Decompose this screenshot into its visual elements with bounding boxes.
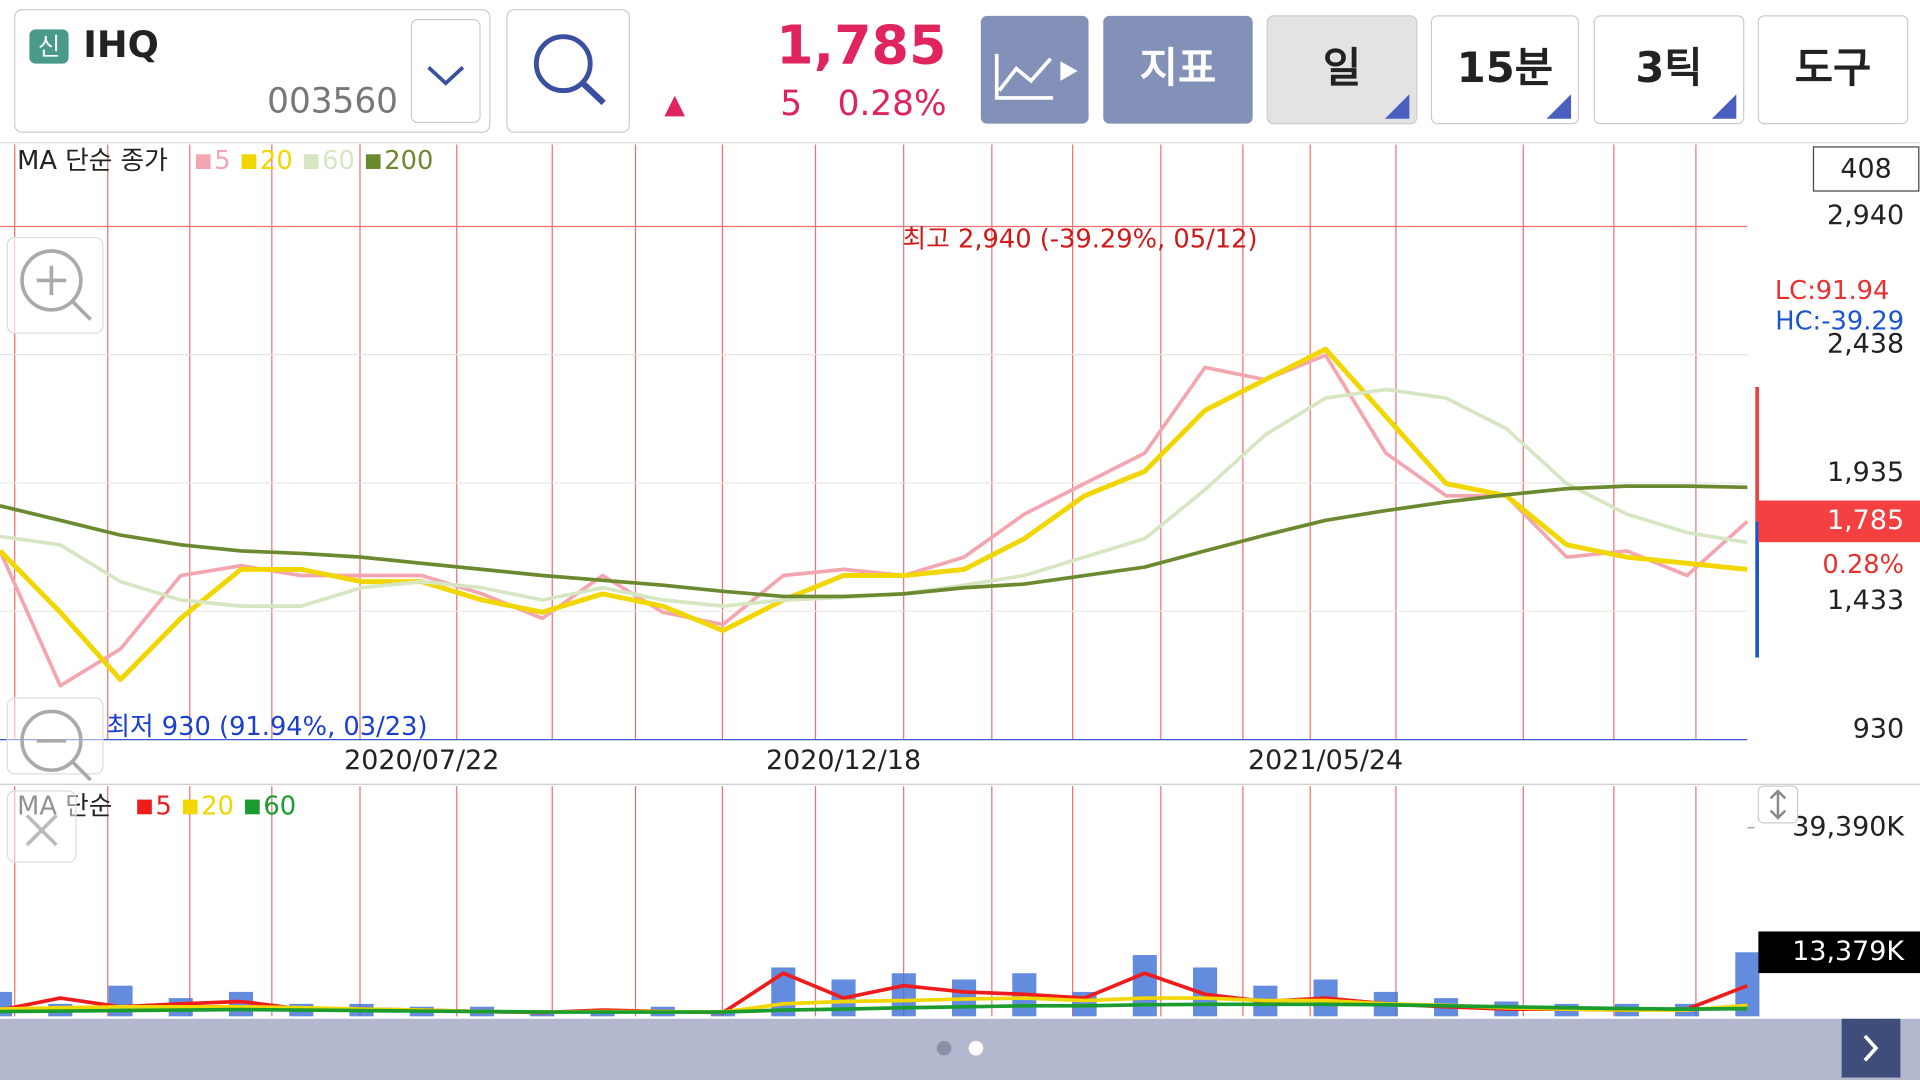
zoom-icon [20,249,83,312]
x-tick-label: 2020/12/18 [766,745,921,776]
count-box [1812,146,1920,192]
price-chart: 930 1,433 1,935 2,438 2,940 2020/07/22 2020/12… [0,144,1920,776]
change: 5 [780,84,802,124]
volume-ma-line [0,1002,1748,1014]
y-tick-label: 1,433 [1827,585,1904,616]
zoom-icon [20,709,83,773]
legend-swatch [303,154,319,169]
toolbar-button[interactable] [1266,15,1418,125]
ma-line [0,346,1748,683]
legend-label: 60 [322,146,355,176]
legend-swatch [182,799,198,815]
legend-label: 20 [260,146,293,176]
legend-swatch [244,799,260,815]
close-button[interactable] [6,790,77,863]
next-icon [1863,1034,1879,1062]
legend-label: 5 [214,146,230,176]
menu-corner [1711,94,1737,119]
ma-line [0,484,1748,599]
lc-label: LC:91.94 [1775,276,1890,306]
badge [29,29,69,64]
legend-swatch [137,799,152,815]
button-label: 일 [1323,43,1361,92]
x-tick-label: 2020/07/22 [344,745,499,776]
legend-swatch [241,154,257,169]
legend-swatch [195,154,211,169]
volume-bar [891,973,916,1017]
divider [0,783,1920,785]
toolbar-button[interactable] [1757,15,1909,125]
y-tick-label: 2,940 [1827,200,1904,231]
search-icon [533,34,593,94]
page-dot[interactable] [968,1040,984,1056]
change-arrow: ▲ [664,89,685,120]
chevron [427,66,465,86]
chart-icon [994,53,1054,100]
price: 1,785 [776,14,946,77]
resize-icon [1769,789,1787,820]
legend-swatch [365,154,381,169]
legend-title: MA 단순 종가 [17,146,168,176]
search-icon [580,81,606,106]
chart-icon [1060,61,1078,81]
current-price: 1,785 [1827,505,1904,536]
current-price-box [1758,500,1920,543]
count-label: 408 [1840,154,1891,185]
dropdown[interactable] [410,18,481,124]
toolbar: 지표 일 15분 3틱 도구 [1103,15,1909,125]
search-button[interactable] [506,9,630,133]
y-tick-label: 930 [1853,713,1904,744]
current-volume-box [1758,931,1920,974]
volume-bar [1132,955,1157,1017]
stock-selector[interactable] [14,9,491,133]
divider [0,142,1920,144]
menu-corner [1384,94,1410,119]
annotation-high: 최고 2,940 (-39.29%, 05/12) [903,224,1258,254]
annotation-low: 최저 930 (91.94%, 03/23) [106,712,427,742]
hc-label: HC:-39.29 [1775,307,1904,337]
toolbar-button[interactable] [1593,15,1745,125]
toolbar-button[interactable] [1103,15,1253,124]
button-label: 도구 [1795,43,1872,92]
legend-label: 20 [201,791,234,821]
current-volume: 13,379K [1792,936,1905,967]
zoom-icon [36,738,92,782]
zoom-icon [36,265,92,321]
change-pct: 0.28% [838,84,947,124]
close-icon [25,814,58,847]
page-dot[interactable] [936,1040,952,1056]
legend-label: 60 [263,791,296,821]
current-change: 0.28% [1822,550,1904,580]
stock-code: 003560 [267,81,398,121]
y-tick-label: 1,935 [1827,457,1904,488]
next-button[interactable] [1841,1018,1901,1078]
legend-label: 5 [156,791,172,821]
y-tick-label: 2,438 [1827,328,1904,359]
bottom-bar [0,1018,1920,1080]
x-tick-label: 2021/05/24 [1248,745,1403,776]
toolbar-button[interactable] [1430,15,1579,125]
menu-corner [1546,94,1572,119]
button-label: 지표 [1140,43,1217,92]
stock-name: IHQ [83,23,159,66]
legend-label: 200 [384,146,433,176]
badge-text: 신 [38,32,61,61]
button-label: 15분 [1457,43,1553,92]
ma-line [0,353,1749,688]
button-label: 3틱 [1635,43,1702,92]
y-tick-label: 39,390K [1792,811,1905,842]
